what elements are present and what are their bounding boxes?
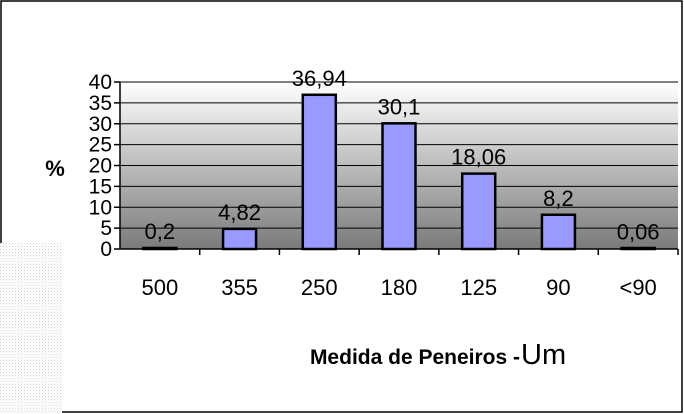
- data-label: 36,94: [292, 66, 347, 91]
- x-tick-label: 125: [460, 275, 497, 300]
- data-label: 8,2: [543, 186, 574, 211]
- x-tick-label: 180: [381, 275, 418, 300]
- data-labels: 0,2 4,82 36,94 30,1 18,06 8,2 0,06: [145, 66, 660, 245]
- bar: [460, 172, 497, 251]
- bar: [381, 122, 417, 251]
- category-labels: 500 355 250 180 125 90 <90: [141, 249, 679, 300]
- x-tick-label: 90: [546, 275, 570, 300]
- x-axis-title: Medida de Peneiros -: [310, 346, 520, 369]
- overlay-window: [0, 243, 62, 414]
- y-tick-label: 5: [100, 217, 112, 240]
- y-tick-label: 0: [100, 238, 112, 261]
- x-tick-label: 355: [221, 275, 258, 300]
- x-tick-label: 500: [141, 275, 178, 300]
- bars: [142, 93, 656, 251]
- data-label: 4,82: [218, 200, 261, 225]
- x-tick-label: <90: [619, 275, 656, 300]
- data-label: 0,2: [145, 219, 176, 244]
- bar: [221, 227, 258, 251]
- y-axis-title: %: [45, 156, 65, 181]
- x-tick-label: 250: [301, 275, 338, 300]
- y-tick-label: 30: [89, 113, 112, 136]
- data-label: 0,06: [617, 220, 660, 245]
- bar: [620, 246, 656, 251]
- y-tick-label: 15: [89, 175, 112, 198]
- overlay-window-face: [0, 243, 62, 414]
- bar: [540, 213, 577, 251]
- y-tick-label: 35: [89, 92, 112, 115]
- y-tick-label: 40: [89, 71, 112, 94]
- y-tick-label: 10: [89, 196, 112, 219]
- bar: [142, 246, 178, 251]
- data-label: 18,06: [451, 145, 506, 170]
- y-tick-label: 20: [89, 155, 112, 178]
- bar: [301, 93, 338, 251]
- y-tick-label: 25: [89, 134, 112, 157]
- data-label: 30,1: [378, 94, 421, 119]
- x-axis-title-unit: Um: [521, 339, 566, 371]
